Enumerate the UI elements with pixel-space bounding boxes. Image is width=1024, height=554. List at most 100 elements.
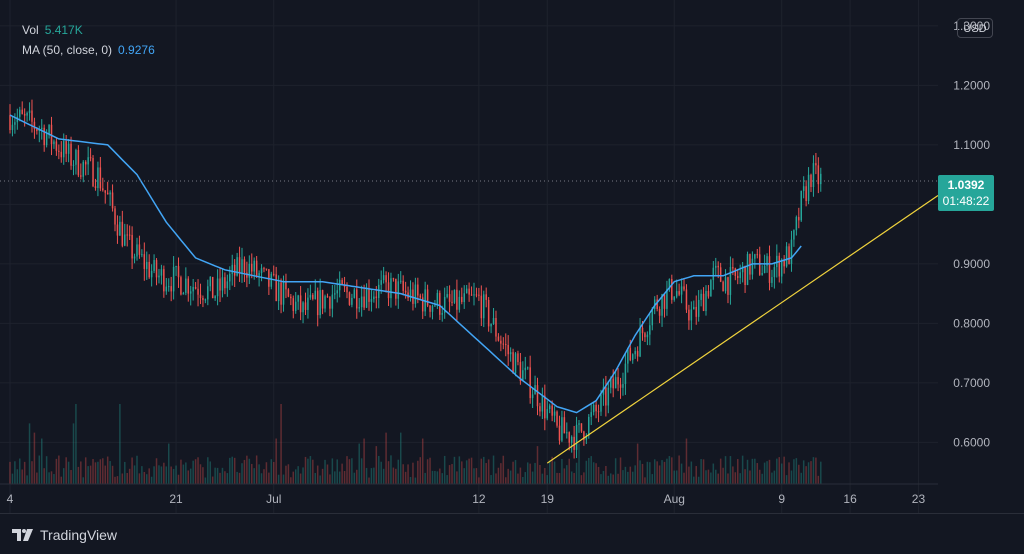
candle[interactable] (771, 277, 773, 283)
candle[interactable] (185, 278, 187, 293)
candle[interactable] (553, 411, 556, 416)
candle[interactable] (592, 404, 595, 413)
candle[interactable] (763, 265, 766, 274)
candle[interactable] (192, 286, 194, 292)
candle[interactable] (627, 348, 629, 364)
candle[interactable] (270, 273, 273, 287)
candle[interactable] (702, 293, 705, 312)
candle[interactable] (487, 299, 490, 327)
candle[interactable] (707, 290, 710, 297)
candle[interactable] (705, 290, 707, 312)
candle[interactable] (734, 268, 737, 276)
candle[interactable] (622, 384, 624, 388)
candle[interactable] (456, 289, 458, 310)
candle[interactable] (21, 109, 23, 114)
candle[interactable] (805, 186, 807, 202)
candle[interactable] (277, 282, 280, 302)
candle[interactable] (546, 409, 549, 419)
candle[interactable] (446, 294, 448, 297)
candle[interactable] (11, 124, 14, 131)
candle[interactable] (570, 436, 573, 443)
candle[interactable] (378, 284, 380, 298)
candle[interactable] (224, 277, 226, 289)
candle[interactable] (568, 432, 570, 443)
candle[interactable] (207, 286, 209, 300)
candle[interactable] (153, 260, 155, 271)
candle[interactable] (334, 293, 336, 295)
candle[interactable] (807, 174, 810, 202)
candle[interactable] (246, 272, 248, 278)
candle[interactable] (287, 289, 290, 297)
candle[interactable] (666, 288, 668, 309)
candle[interactable] (260, 268, 263, 274)
volume-legend-row[interactable]: Vol 5.417K (22, 20, 155, 40)
candle[interactable] (160, 269, 163, 276)
candle[interactable] (649, 325, 651, 335)
candle[interactable] (575, 424, 578, 450)
candle[interactable] (519, 362, 522, 382)
candle[interactable] (265, 268, 268, 270)
candle[interactable] (275, 274, 277, 302)
candle[interactable] (788, 246, 790, 264)
candle[interactable] (199, 294, 202, 299)
candle[interactable] (610, 378, 612, 388)
candle[interactable] (28, 110, 31, 113)
candle[interactable] (631, 354, 634, 361)
candle[interactable] (111, 192, 114, 209)
candle[interactable] (33, 121, 36, 129)
candle[interactable] (693, 306, 695, 310)
candle[interactable] (461, 296, 463, 303)
candle[interactable] (475, 294, 478, 296)
candle[interactable] (62, 141, 65, 158)
candle[interactable] (114, 208, 116, 225)
candle[interactable] (524, 367, 527, 371)
candle[interactable] (668, 279, 671, 289)
candle[interactable] (128, 234, 131, 236)
candle[interactable] (77, 150, 80, 176)
candle[interactable] (710, 280, 712, 297)
candle[interactable] (40, 127, 43, 130)
candle[interactable] (31, 110, 33, 122)
candle[interactable] (514, 353, 517, 374)
candle[interactable] (375, 296, 378, 298)
candle[interactable] (280, 282, 282, 305)
candle[interactable] (492, 317, 495, 324)
candle[interactable] (483, 294, 485, 319)
candle[interactable] (248, 263, 251, 278)
candle[interactable] (607, 387, 610, 406)
candle[interactable] (365, 288, 368, 308)
candle[interactable] (719, 267, 722, 282)
candle[interactable] (216, 278, 219, 297)
candle[interactable] (751, 258, 754, 275)
candle[interactable] (590, 412, 592, 417)
candle[interactable] (99, 167, 102, 189)
candle[interactable] (155, 260, 158, 278)
candle[interactable] (285, 282, 287, 290)
candle[interactable] (436, 292, 439, 306)
candle[interactable] (761, 273, 763, 275)
candle[interactable] (795, 217, 798, 231)
candle[interactable] (358, 307, 360, 309)
candle[interactable] (566, 432, 568, 434)
candle[interactable] (802, 186, 805, 191)
candle[interactable] (226, 281, 229, 289)
candle[interactable] (697, 299, 700, 317)
candle[interactable] (297, 295, 299, 302)
candle[interactable] (373, 296, 375, 300)
candle[interactable] (116, 224, 119, 236)
candle[interactable] (744, 266, 746, 286)
candle[interactable] (84, 161, 87, 165)
candle[interactable] (236, 257, 238, 276)
candle[interactable] (517, 353, 519, 363)
candle[interactable] (736, 275, 739, 279)
candle[interactable] (146, 261, 148, 269)
candle[interactable] (783, 259, 785, 267)
candle[interactable] (578, 423, 580, 425)
candle[interactable] (65, 141, 67, 154)
candle[interactable] (798, 217, 800, 221)
candle[interactable] (614, 377, 617, 389)
candle[interactable] (253, 260, 255, 272)
candle[interactable] (414, 284, 417, 304)
candle[interactable] (397, 281, 400, 299)
candle[interactable] (722, 281, 724, 292)
